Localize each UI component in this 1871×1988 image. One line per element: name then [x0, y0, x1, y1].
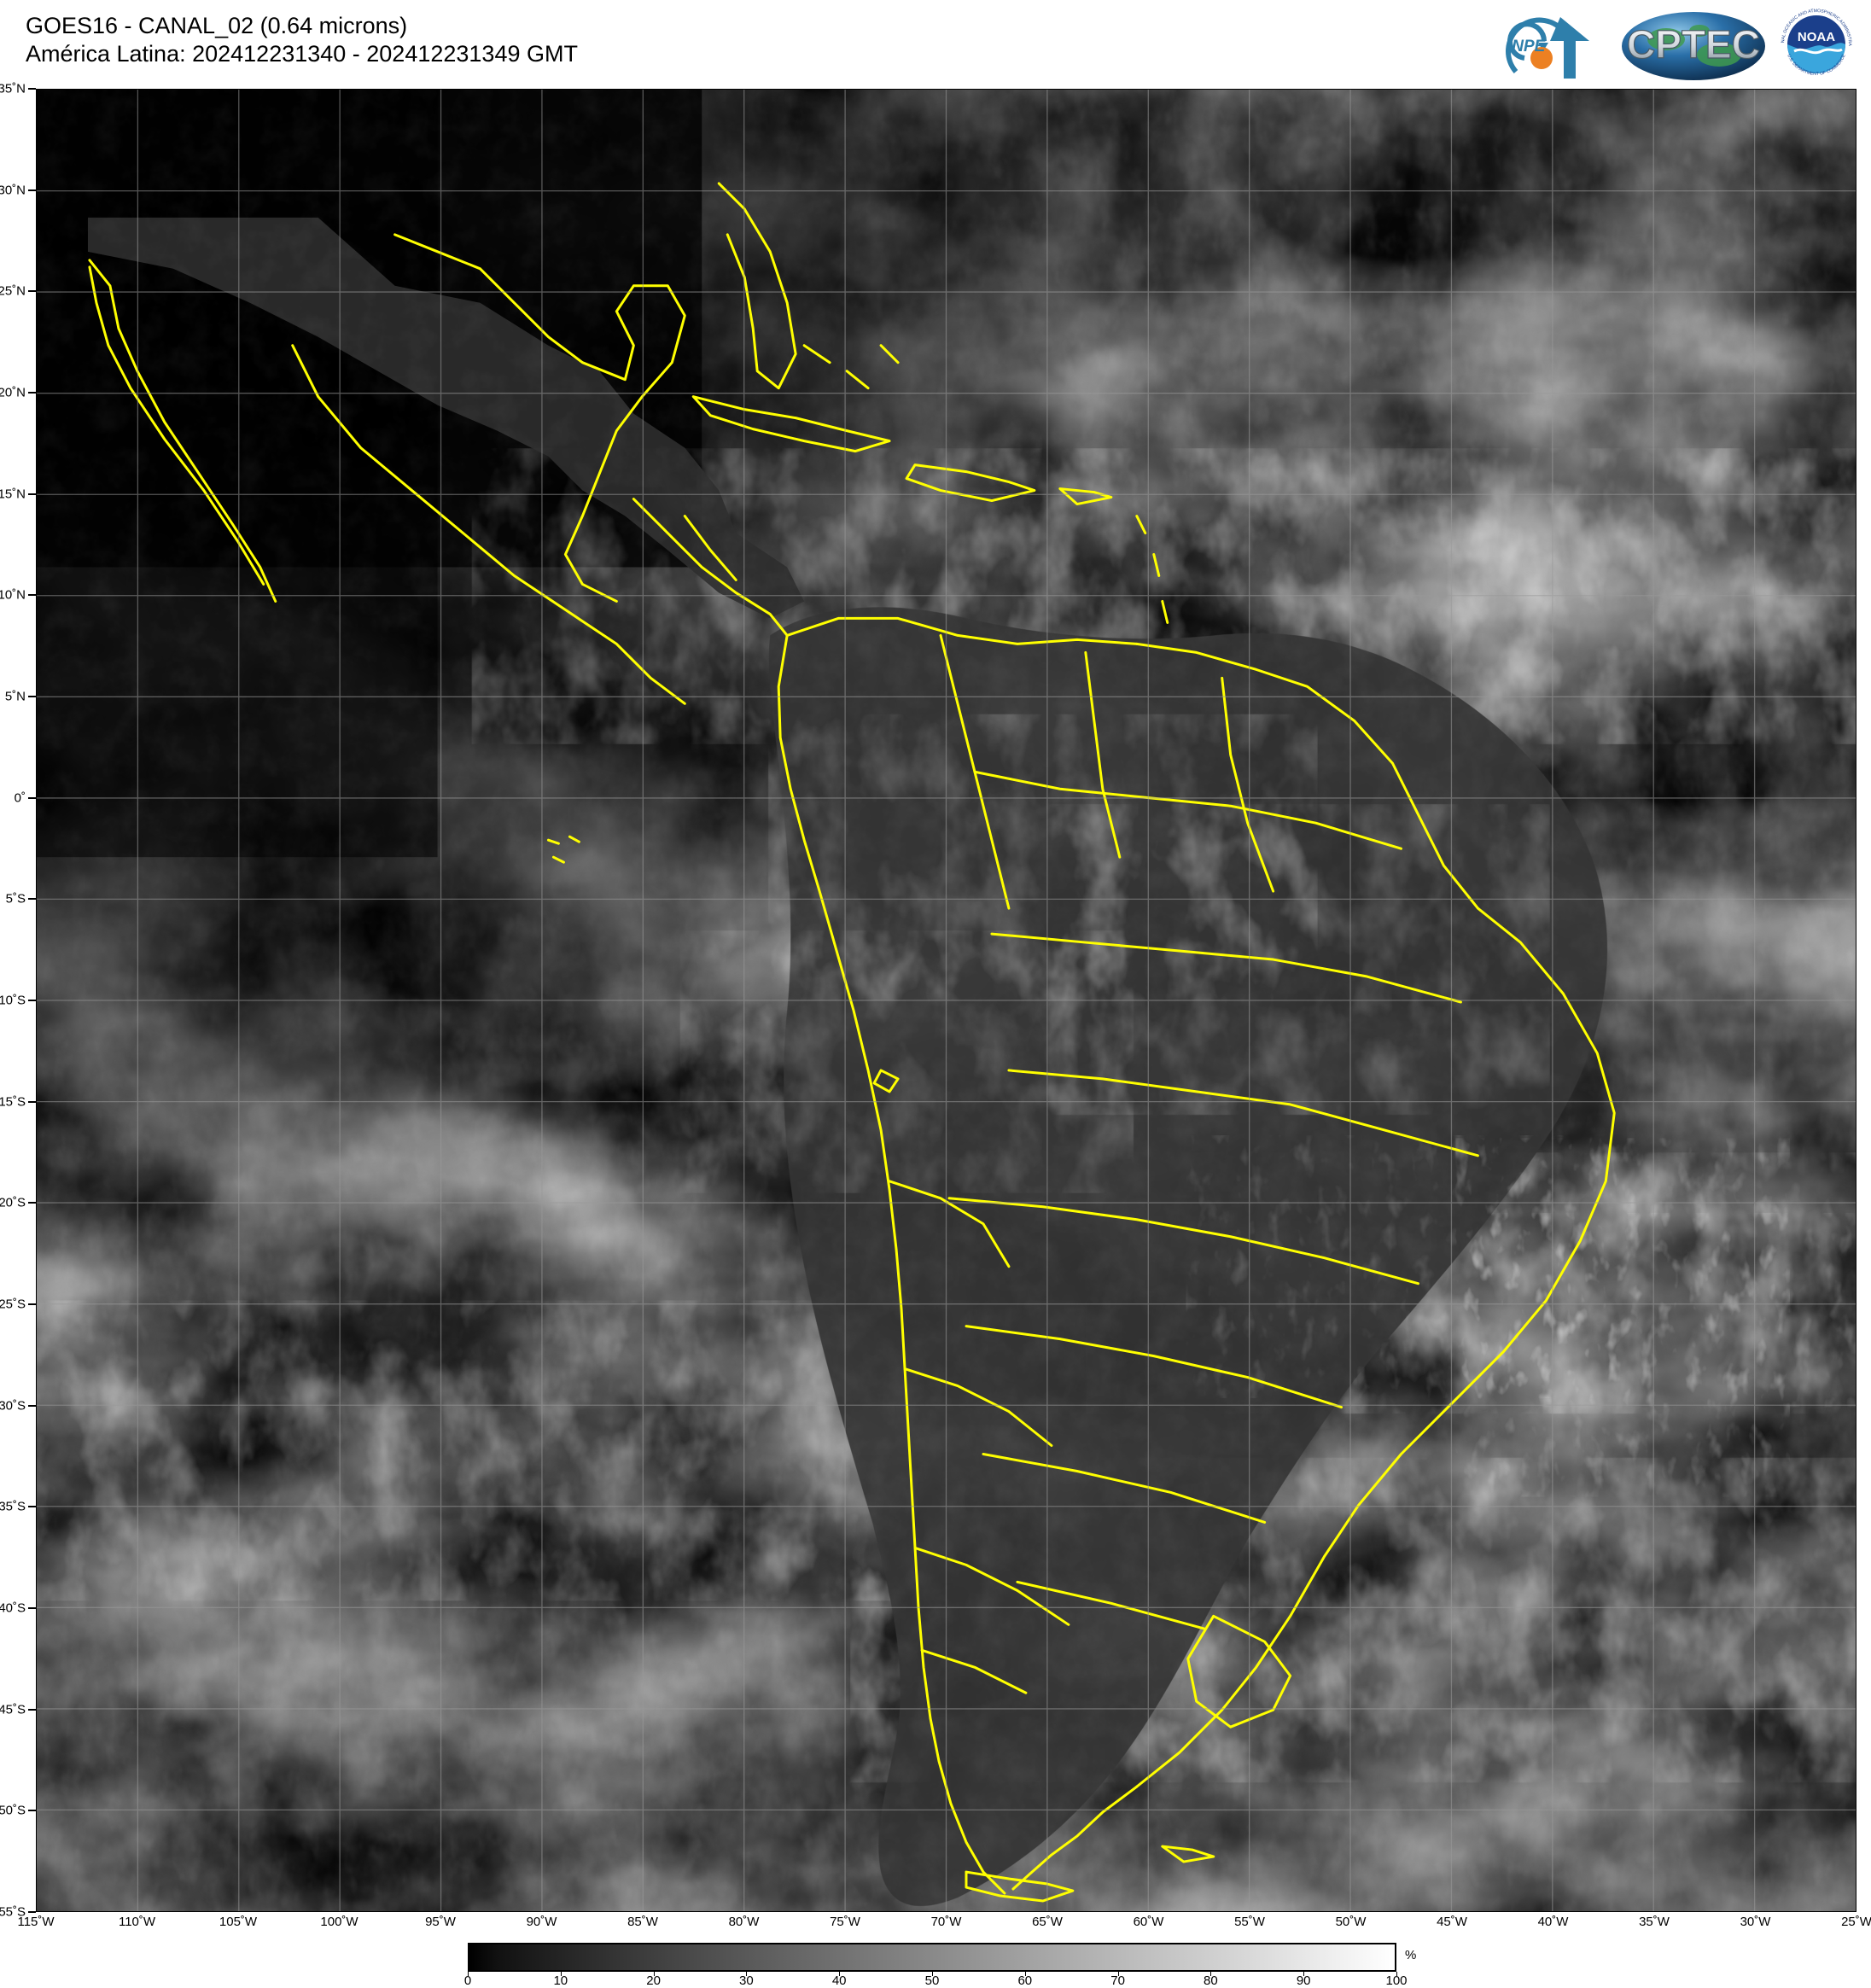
colorbar-tick: [653, 1972, 655, 1976]
latitude-tick: [28, 1404, 36, 1407]
latitude-tick: [28, 594, 36, 597]
title-block: GOES16 - CANAL_02 (0.64 microns) América…: [26, 12, 578, 68]
latitude-tick-label: 5˚N: [4, 689, 26, 704]
latitude-tick-label: 50˚S: [0, 1803, 26, 1818]
latitude-tick-label: 25˚N: [0, 283, 26, 299]
longitude-tick-label: 55˚W: [1234, 1915, 1265, 1929]
latitude-tick-label: 55˚S: [0, 1904, 26, 1920]
longitude-tick-label: 110˚W: [118, 1915, 156, 1929]
latitude-tick-label: 35˚S: [0, 1499, 26, 1514]
longitude-tick-label: 85˚W: [627, 1915, 658, 1929]
colorbar-tick-label: 30: [739, 1973, 754, 1988]
latitude-tick-label: 45˚S: [0, 1702, 26, 1717]
latitude-tick: [28, 796, 36, 799]
longitude-tick-label: 75˚W: [830, 1915, 860, 1929]
colorbar-tick-label: 70: [1110, 1973, 1125, 1988]
latitude-tick-label: 35˚N: [0, 81, 26, 96]
title-line-region-time: América Latina: 202412231340 - 202412231…: [26, 41, 578, 67]
latitude-tick-label: 10˚S: [0, 993, 26, 1008]
latitude-axis: 35˚N 30˚N 25˚N 20˚N 15˚N 10˚N 5˚N 0˚ 5˚S 10˚S 15˚S…: [0, 82, 36, 1920]
latitude-tick-label: 15˚N: [0, 487, 26, 502]
colorbar-tick: [932, 1972, 933, 1976]
colorbar-tick: [1396, 1972, 1397, 1976]
latitude-tick-label: 20˚S: [0, 1195, 26, 1210]
latitude-tick: [28, 392, 36, 394]
latitude-tick: [28, 1607, 36, 1609]
longitude-tick-label: 115˚W: [17, 1915, 55, 1929]
latitude-tick: [28, 1100, 36, 1103]
colorbar-tick-label: 60: [1017, 1973, 1033, 1988]
latitude-tick: [28, 88, 36, 90]
latitude-tick: [28, 1000, 36, 1001]
latitude-tick: [28, 189, 36, 191]
latitude-tick: [28, 1911, 36, 1913]
satellite-map[interactable]: [36, 89, 1856, 1912]
country-borders: [88, 182, 1616, 1903]
colorbar[interactable]: % 0 10 20 30 40 50 60 70 80 90 100: [464, 1943, 1416, 1988]
latitude-tick-label: 20˚N: [0, 385, 26, 400]
latitude-tick: [28, 696, 36, 697]
latitude-tick: [28, 1303, 36, 1305]
colorbar-tick: [1117, 1972, 1119, 1976]
longitude-axis: 115˚W 110˚W 105˚W 100˚W 95˚W 90˚W 85˚W 80˚W 75˚W…: [17, 1913, 1871, 1942]
latitude-tick: [28, 493, 36, 495]
logo-bar: INPE: [1482, 2, 1856, 85]
colorbar-tick: [560, 1972, 562, 1976]
colorbar-tick: [1210, 1972, 1212, 1976]
colorbar-unit-label: %: [1405, 1948, 1417, 1962]
noaa-logo: NOAA NATIONAL OCEANIC AND ATMOSPHERIC AD…: [1775, 2, 1856, 84]
title-line-product: GOES16 - CANAL_02 (0.64 microns): [26, 13, 408, 38]
latitude-tick: [28, 898, 36, 901]
latitude-tick: [28, 1202, 36, 1204]
colorbar-tick-label: 80: [1204, 1973, 1218, 1988]
colorbar-tick-label: 40: [831, 1973, 847, 1988]
colorbar-gradient: [468, 1943, 1396, 1972]
satellite-imagery: [37, 90, 1856, 1911]
svg-text:INPE: INPE: [1507, 38, 1547, 55]
header: GOES16 - CANAL_02 (0.64 microns) América…: [0, 0, 1871, 89]
colorbar-tick-label: 100: [1385, 1973, 1408, 1988]
longitude-tick-label: 100˚W: [320, 1915, 358, 1929]
longitude-tick-label: 65˚W: [1032, 1915, 1063, 1929]
longitude-tick-label: 90˚W: [526, 1915, 557, 1929]
colorbar-tick-label: 0: [463, 1973, 472, 1988]
latitude-tick: [28, 1810, 36, 1812]
colorbar-tick: [468, 1972, 469, 1976]
longitude-tick-label: 25˚W: [1841, 1915, 1871, 1929]
longitude-tick-label: 60˚W: [1133, 1915, 1164, 1929]
inpe-logo: INPE: [1482, 5, 1610, 84]
colorbar-tick-label: 50: [924, 1973, 940, 1988]
longitude-tick-label: 35˚W: [1639, 1915, 1670, 1929]
longitude-tick-label: 50˚W: [1335, 1915, 1367, 1929]
latitude-tick-label: 0˚: [14, 790, 26, 806]
latitude-tick-label: 15˚S: [0, 1094, 26, 1110]
longitude-tick-label: 105˚W: [219, 1915, 258, 1929]
svg-text:NOAA: NOAA: [1798, 30, 1835, 44]
colorbar-tick: [839, 1972, 841, 1976]
longitude-tick-label: 70˚W: [930, 1915, 962, 1929]
colorbar-tick: [1024, 1972, 1026, 1976]
longitude-tick-label: 80˚W: [728, 1915, 760, 1929]
longitude-tick-label: 30˚W: [1740, 1915, 1771, 1929]
latitude-tick: [28, 1708, 36, 1711]
latitude-tick-label: 25˚S: [0, 1297, 26, 1312]
latitude-tick: [28, 1506, 36, 1508]
longitude-tick-label: 40˚W: [1537, 1915, 1569, 1929]
latitude-tick: [28, 290, 36, 293]
latitude-tick-label: 10˚N: [0, 587, 26, 603]
cptec-wordmark: CPTEC: [1627, 22, 1760, 67]
latitude-tick-label: 30˚N: [0, 183, 26, 198]
colorbar-tick-label: 90: [1296, 1973, 1311, 1988]
longitude-tick-label: 95˚W: [425, 1915, 456, 1929]
longitude-tick-label: 45˚W: [1437, 1915, 1467, 1929]
latitude-tick-label: 30˚S: [0, 1398, 26, 1414]
cptec-logo: CPTEC: [1618, 5, 1769, 84]
latitude-tick-label: 40˚S: [0, 1600, 26, 1616]
colorbar-tick: [1303, 1972, 1305, 1976]
colorbar-tick-label: 10: [553, 1973, 568, 1988]
colorbar-tick: [746, 1972, 748, 1976]
latitude-tick-label: 5˚S: [5, 891, 26, 907]
colorbar-tick-label: 20: [646, 1973, 661, 1988]
